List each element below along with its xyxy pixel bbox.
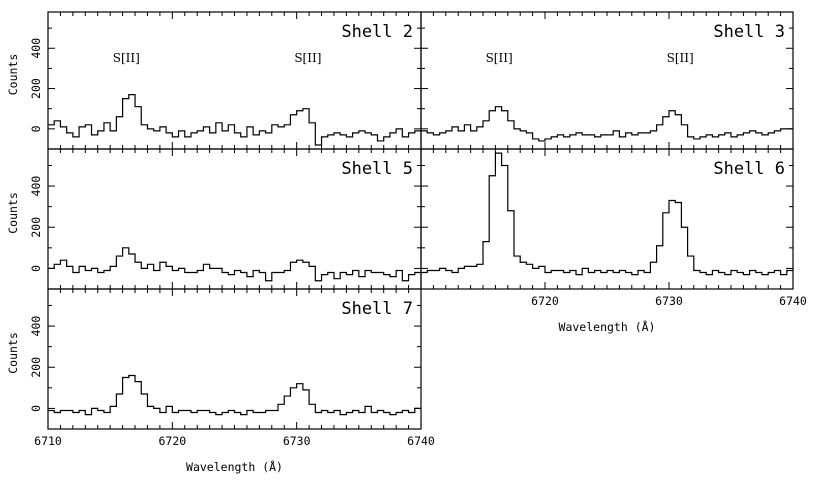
spectrum-line — [48, 94, 421, 146]
y-axis-label: Counts — [6, 54, 20, 96]
panel-title: Shell 5 — [341, 159, 413, 179]
y-tick-label: 200 — [29, 217, 43, 238]
spectrum-line — [421, 106, 793, 142]
panel-title: Shell 2 — [341, 22, 413, 42]
panel-title: Shell 7 — [341, 299, 413, 319]
spectrum-line — [48, 247, 421, 282]
x-tick-label: 6740 — [407, 434, 435, 448]
line-label: S[II] — [294, 51, 321, 65]
y-tick-label: 0 — [29, 265, 43, 272]
x-tick-label: 6730 — [655, 294, 683, 308]
x-tick-label: 6740 — [779, 294, 807, 308]
x-tick-label: 6720 — [531, 294, 559, 308]
spectrum-line — [421, 152, 793, 276]
x-tick-label: 6710 — [34, 434, 62, 448]
line-label: S[II] — [667, 51, 694, 65]
y-axis-label: Counts — [6, 332, 20, 374]
y-tick-label: 400 — [29, 38, 43, 59]
x-tick-label: 6730 — [283, 434, 311, 448]
x-axis-label: Wavelength (Å) — [559, 319, 656, 334]
x-tick-label: 6720 — [158, 434, 186, 448]
x-axis-label: Wavelength (Å) — [186, 459, 283, 474]
line-label: S[II] — [113, 51, 140, 65]
y-tick-label: 0 — [29, 405, 43, 412]
panel-title: Shell 6 — [713, 159, 785, 179]
line-label: S[II] — [486, 51, 513, 65]
y-tick-label: 200 — [29, 78, 43, 99]
panel-title: Shell 3 — [713, 22, 785, 42]
y-tick-label: 0 — [29, 125, 43, 132]
y-tick-label: 400 — [29, 176, 43, 197]
spectrum-line — [48, 374, 421, 416]
y-axis-label: Counts — [6, 192, 20, 234]
y-tick-label: 400 — [29, 316, 43, 337]
y-tick-label: 200 — [29, 357, 43, 378]
